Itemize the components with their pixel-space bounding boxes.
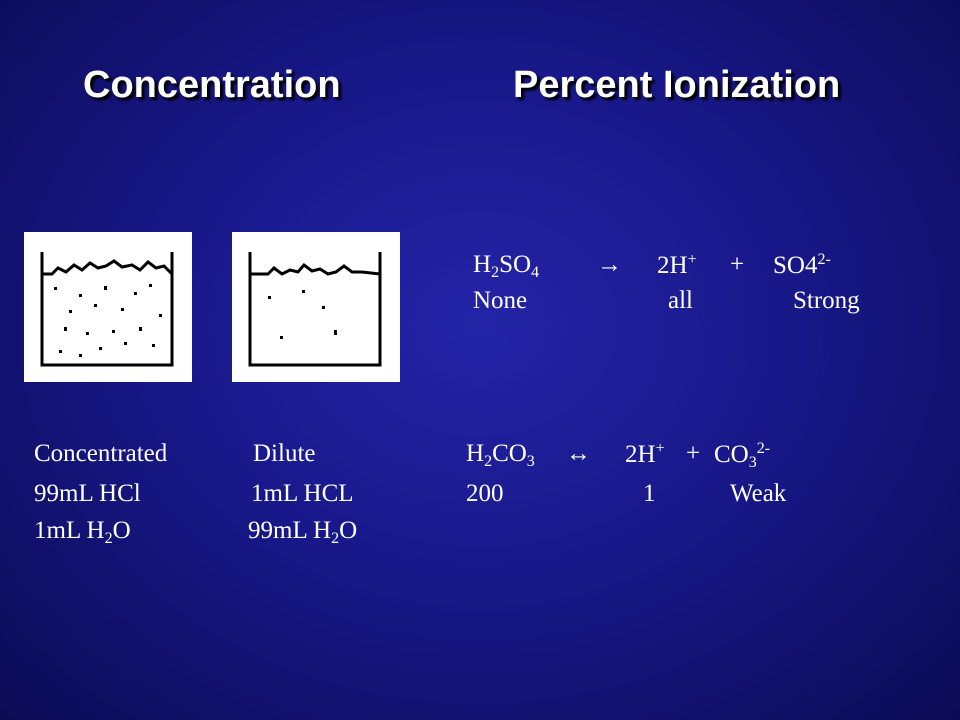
text-part: 2H — [625, 441, 656, 468]
text-part: CO — [492, 440, 527, 467]
label-text: 200 — [466, 480, 504, 507]
equation-term: 2H+ — [625, 440, 665, 468]
beaker-concentrated — [24, 232, 192, 382]
acid-text: 99mL HCl — [34, 480, 141, 507]
ionization-label: None — [473, 288, 527, 313]
label-text: 1 — [643, 480, 656, 507]
text-part: CO — [714, 441, 749, 468]
equation-term: SO42- — [773, 251, 831, 279]
text-part: 99mL H — [248, 517, 332, 544]
text-part: + — [686, 440, 701, 467]
ionization-label: 1 — [643, 481, 656, 506]
solution-acid: 1mL HCL — [251, 481, 354, 506]
text-part: → — [597, 251, 622, 278]
text-part: 1mL H — [34, 517, 105, 544]
equation-term: H2SO4 — [473, 252, 539, 281]
text-part: H — [466, 440, 485, 467]
solution-label: Dilute — [253, 441, 316, 466]
subscript: 3 — [526, 453, 535, 470]
supscript: + — [655, 440, 665, 457]
supscript: + — [687, 251, 697, 268]
title: Percent Ionization — [513, 64, 841, 106]
label-text: Weak — [730, 480, 787, 507]
equation-term: → — [597, 252, 622, 277]
subscript: 4 — [531, 264, 540, 281]
ionization-label: all — [668, 288, 693, 313]
subscript: 2 — [491, 264, 500, 281]
text-part: 2H — [657, 252, 688, 279]
label-text: None — [473, 287, 528, 314]
equation-term: H2CO3 — [466, 441, 535, 470]
equation-term: + — [686, 441, 700, 466]
supscript: 2- — [756, 440, 771, 457]
subscript: 2 — [331, 530, 340, 547]
solution-label: Concentrated — [34, 441, 167, 466]
solution-water: 99mL H2O — [248, 518, 357, 547]
beaker-dilute — [232, 232, 400, 382]
text-part: SO — [499, 251, 532, 278]
subscript: 3 — [748, 454, 757, 471]
solution-water: 1mL H2O — [34, 518, 131, 547]
ionization-label: 200 — [466, 481, 504, 506]
solution-acid: 99mL HCl — [34, 481, 141, 506]
label-text: Dilute — [253, 440, 316, 467]
text-part: + — [730, 251, 745, 278]
text-part: H — [473, 251, 492, 278]
text-part: SO4 — [773, 252, 818, 279]
title: Concentration — [83, 64, 341, 106]
text-part: ↔ — [566, 440, 591, 467]
subscript: 2 — [104, 530, 113, 547]
label-text: all — [668, 287, 693, 314]
supscript: 2- — [817, 251, 831, 268]
text-part: O — [112, 517, 131, 544]
ionization-label: Strong — [793, 288, 860, 313]
acid-text: 1mL HCL — [251, 480, 354, 507]
equation-term: CO32- — [714, 441, 770, 471]
ionization-label: Weak — [730, 481, 786, 506]
label-text: Strong — [793, 287, 860, 314]
equation-term: ↔ — [566, 441, 591, 466]
equation-term: 2H+ — [657, 251, 697, 279]
subscript: 2 — [484, 453, 493, 470]
text-part: O — [339, 517, 358, 544]
label-text: Concentrated — [34, 440, 168, 467]
equation-term: + — [730, 252, 744, 277]
